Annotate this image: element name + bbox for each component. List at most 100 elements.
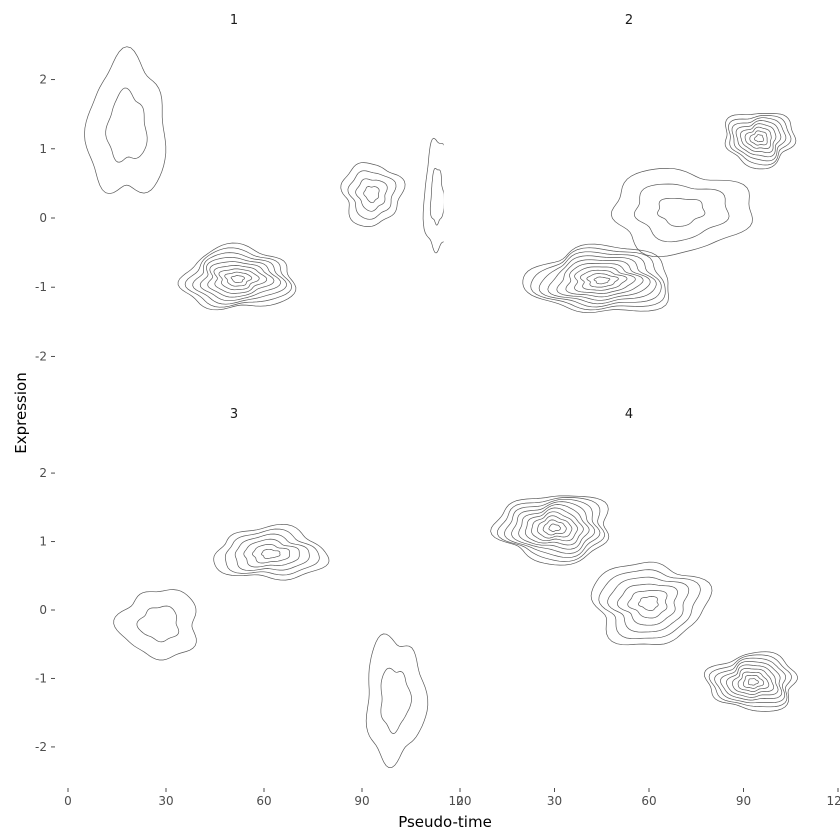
- density-contour: [230, 275, 245, 283]
- density-contour: [732, 668, 775, 695]
- density-contour: [537, 515, 573, 539]
- y-tick-label: 2: [39, 73, 47, 87]
- y-tick-label: 2: [39, 466, 47, 480]
- density-contour: [744, 126, 772, 149]
- density-contour: [748, 678, 759, 686]
- x-tick-label: 90: [354, 794, 369, 808]
- contour-group: [113, 523, 429, 768]
- density-contour: [234, 533, 310, 571]
- density-contour: [347, 170, 397, 220]
- x-tick-label: 60: [641, 794, 656, 808]
- density-contour: [522, 243, 669, 314]
- density-contour: [657, 197, 706, 227]
- contour-group: [522, 113, 797, 314]
- density-contour: [199, 256, 281, 302]
- density-contour: [538, 251, 662, 308]
- density-contour: [422, 137, 444, 254]
- density-contour: [340, 162, 406, 227]
- density-contour: [497, 497, 605, 562]
- density-contour: [261, 548, 281, 559]
- facet-panel-4: 4 0 30 60 90 120: [456, 407, 840, 808]
- x-tick-label: 0: [64, 794, 72, 808]
- density-contour: [731, 117, 787, 162]
- x-tick-label: 30: [158, 794, 173, 808]
- contour-group: [84, 46, 444, 311]
- density-contour: [429, 168, 444, 226]
- y-tick-label: -2: [35, 349, 47, 363]
- y-tick-label: -1: [35, 671, 47, 685]
- density-contour: [177, 242, 297, 311]
- y-tick-label: -1: [35, 280, 47, 294]
- density-contour: [363, 186, 380, 204]
- density-contour: [504, 498, 601, 559]
- density-contour: [243, 538, 300, 568]
- y-tick-label: -2: [35, 740, 47, 754]
- facet-title: 2: [625, 13, 633, 28]
- density-contour: [224, 271, 253, 287]
- facet-panel-1: 1 -2 -1 0 1 2: [35, 13, 444, 363]
- density-contour: [213, 265, 268, 294]
- density-contour: [708, 654, 792, 708]
- density-contour: [531, 511, 578, 542]
- density-contour: [542, 519, 567, 536]
- density-contour: [511, 501, 596, 554]
- y-tick-label: 1: [39, 535, 47, 549]
- facet-title: 3: [230, 407, 238, 422]
- density-contour: [754, 134, 764, 143]
- density-contour: [749, 130, 768, 146]
- density-contour: [590, 561, 713, 646]
- density-contour: [355, 178, 388, 212]
- density-contour: [724, 113, 797, 170]
- y-axis-title: Expression: [12, 372, 30, 453]
- density-contour: [574, 266, 636, 294]
- density-contour: [579, 269, 628, 291]
- x-tick-label: 90: [736, 794, 751, 808]
- density-contour: [598, 569, 701, 640]
- x-tick-label: 0: [456, 794, 464, 808]
- density-contour: [518, 504, 590, 550]
- density-contour: [740, 123, 777, 154]
- density-contour: [380, 667, 412, 734]
- density-contour: [728, 115, 792, 166]
- density-contour: [105, 87, 148, 163]
- density-contour: [218, 268, 260, 291]
- density-contour: [720, 661, 783, 701]
- density-contour: [633, 183, 730, 243]
- density-contour: [610, 167, 753, 258]
- x-tick-label: 60: [256, 794, 271, 808]
- density-contour: [593, 276, 611, 285]
- y-tick-label: 1: [39, 142, 47, 156]
- density-contour: [530, 247, 666, 311]
- density-contour: [192, 252, 287, 305]
- density-contour: [252, 543, 290, 564]
- density-contour: [726, 664, 779, 698]
- density-contour: [524, 507, 584, 546]
- density-contour: [737, 671, 770, 692]
- x-tick-label: 30: [547, 794, 562, 808]
- y-tick-label: 0: [39, 211, 47, 225]
- density-contour: [743, 675, 765, 689]
- density-contour: [735, 120, 782, 158]
- density-contour: [556, 259, 651, 301]
- density-contour: [113, 589, 197, 661]
- density-contour: [638, 596, 659, 611]
- density-contour: [714, 657, 786, 704]
- density-contour: [84, 46, 167, 195]
- density-contour: [586, 273, 619, 288]
- density-contour: [207, 261, 275, 298]
- x-tick-label: 120: [449, 794, 472, 808]
- x-axis-title: Pseudo-time: [398, 813, 492, 831]
- density-contour: [213, 523, 330, 581]
- density-contour: [627, 590, 668, 619]
- density-contour: [365, 633, 429, 768]
- density-contour: [547, 255, 657, 305]
- contour-group: [490, 495, 798, 712]
- density-contour: [607, 576, 690, 633]
- facet-panel-2: 2: [522, 13, 797, 314]
- density-contour: [703, 651, 798, 712]
- density-contour: [184, 247, 293, 308]
- density-contour: [490, 495, 610, 566]
